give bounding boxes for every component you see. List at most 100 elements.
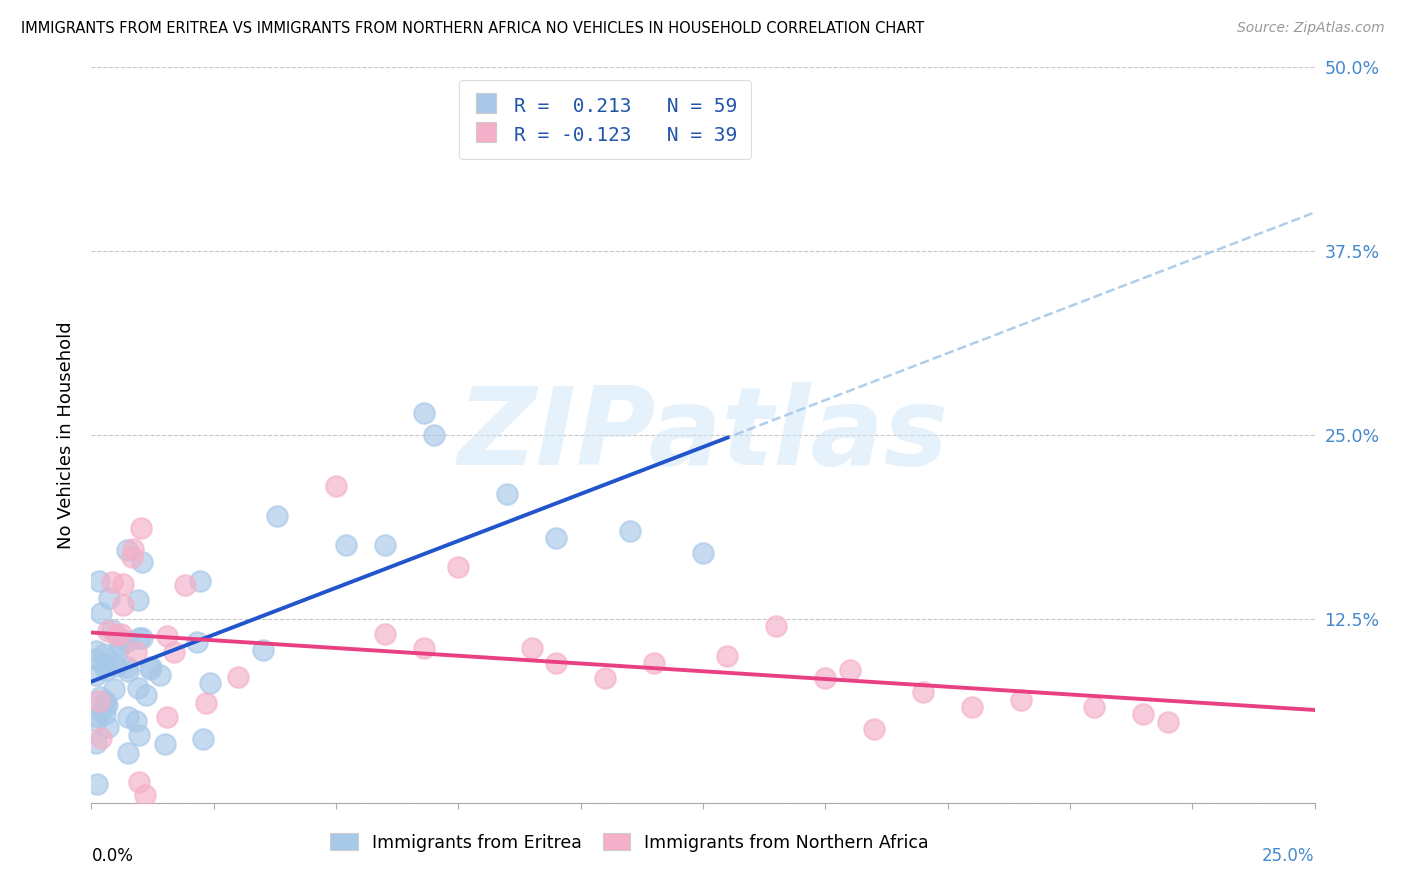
Point [413, 406, 436, 420]
Point [960, 700, 983, 714]
Point [94, 663, 117, 677]
Point [520, 641, 543, 656]
Point [122, 541, 145, 556]
Point [112, 598, 135, 612]
Point [96, 698, 118, 712]
Point [94, 697, 117, 711]
Point [112, 577, 135, 591]
Point [84, 643, 107, 657]
Point [266, 508, 288, 523]
Point [496, 487, 519, 501]
Point [125, 645, 148, 659]
Point [110, 626, 132, 640]
Point [131, 631, 153, 645]
Point [1010, 692, 1032, 706]
Point [188, 574, 211, 588]
Point [115, 659, 138, 673]
Point [107, 643, 129, 657]
Point [546, 531, 568, 545]
Point [97, 720, 120, 734]
Point [90, 703, 112, 717]
Point [84, 736, 107, 750]
Point [117, 633, 139, 648]
Point [814, 671, 837, 685]
Point [838, 664, 860, 678]
Point [131, 521, 153, 535]
Point [692, 545, 714, 560]
Point [325, 479, 347, 493]
Point [98, 591, 121, 606]
Point [863, 723, 886, 737]
Point [128, 774, 150, 789]
Point [163, 644, 186, 658]
Point [413, 641, 436, 656]
Point [87, 694, 110, 708]
Point [593, 671, 616, 685]
Point [226, 670, 249, 684]
Text: 25.0%: 25.0% [1263, 847, 1315, 865]
Point [125, 714, 148, 729]
Point [84, 652, 107, 666]
Point [198, 676, 221, 690]
Point [135, 688, 157, 702]
Point [134, 789, 156, 803]
Point [105, 658, 128, 673]
Point [131, 555, 153, 569]
Point [100, 575, 122, 590]
Text: ZIPatlas: ZIPatlas [457, 382, 949, 488]
Point [335, 538, 357, 552]
Point [90, 731, 112, 745]
Legend: Immigrants from Eritrea, Immigrants from Northern Africa: Immigrants from Eritrea, Immigrants from… [322, 825, 938, 861]
Point [423, 427, 446, 442]
Point [86, 776, 108, 790]
Point [1083, 700, 1105, 714]
Point [186, 635, 208, 649]
Point [117, 543, 139, 558]
Point [139, 662, 162, 676]
Text: Source: ZipAtlas.com: Source: ZipAtlas.com [1237, 21, 1385, 35]
Point [765, 619, 787, 633]
Point [191, 732, 214, 747]
Point [94, 706, 117, 721]
Point [86, 709, 108, 723]
Point [149, 668, 172, 682]
Point [195, 696, 218, 710]
Point [716, 648, 738, 663]
Point [100, 623, 122, 637]
Point [127, 681, 149, 695]
Point [110, 638, 132, 652]
Point [374, 626, 396, 640]
Point [121, 550, 143, 565]
Point [252, 643, 274, 657]
Point [643, 656, 665, 670]
Point [90, 606, 112, 620]
Point [117, 746, 139, 760]
Point [128, 728, 150, 742]
Point [117, 665, 139, 679]
Point [1132, 707, 1154, 722]
Point [153, 737, 176, 751]
Point [156, 629, 179, 643]
Point [93, 648, 115, 662]
Point [174, 578, 197, 592]
Point [86, 667, 108, 681]
Point [91, 657, 114, 671]
Point [1157, 714, 1180, 729]
Text: IMMIGRANTS FROM ERITREA VS IMMIGRANTS FROM NORTHERN AFRICA NO VEHICLES IN HOUSEH: IMMIGRANTS FROM ERITREA VS IMMIGRANTS FR… [21, 21, 924, 36]
Point [127, 593, 149, 607]
Point [139, 660, 162, 674]
Point [84, 714, 107, 729]
Point [447, 560, 470, 574]
Point [87, 574, 110, 588]
Point [156, 710, 179, 724]
Point [94, 694, 117, 708]
Point [128, 632, 150, 646]
Point [94, 657, 117, 672]
Point [105, 628, 128, 642]
Point [103, 682, 125, 697]
Text: 0.0%: 0.0% [91, 847, 134, 865]
Point [546, 656, 568, 670]
Point [94, 657, 117, 671]
Point [97, 624, 120, 639]
Point [912, 685, 935, 699]
